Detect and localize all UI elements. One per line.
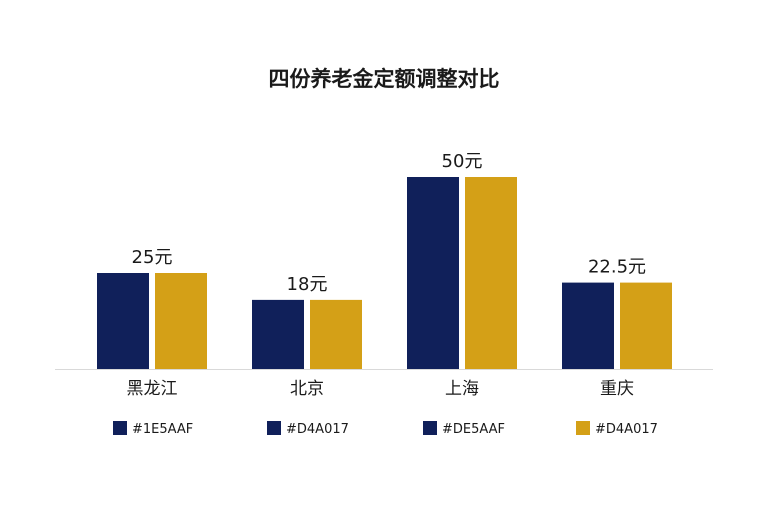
legend-swatch-3 (423, 421, 437, 435)
legend-swatch-1 (113, 421, 127, 435)
legend-label-1: #1E5AAF (132, 422, 193, 437)
data-label-北京: 18元 (287, 274, 328, 295)
category-label-重庆: 重庆 (600, 379, 634, 399)
category-label-上海: 上海 (445, 379, 479, 399)
legend-swatch-4 (576, 421, 590, 435)
legend-swatch-2 (267, 421, 281, 435)
chart-title: 四份养老金定额调整对比 (269, 67, 500, 91)
bar-上海-series-1 (407, 177, 459, 369)
bar-北京-series-1 (252, 299, 304, 369)
legend-label-3: #DE5AAF (442, 422, 505, 437)
bar-黑龙江-series-2 (155, 273, 207, 369)
legend-label-2: #D4A017 (286, 422, 349, 437)
category-label-北京: 北京 (290, 379, 324, 399)
bar-重庆-series-1 (562, 282, 614, 369)
legend: #1E5AAF #D4A017 #DE5AAF #D4A017 (113, 421, 658, 437)
bar-重庆-series-2 (620, 282, 672, 369)
data-label-上海: 50元 (442, 151, 483, 172)
category-labels-group: 黑龙江 北京 上海 重庆 (127, 379, 635, 399)
bars-group (97, 177, 672, 369)
bar-上海-series-2 (465, 177, 517, 369)
category-label-黑龙江: 黑龙江 (127, 379, 178, 399)
bar-黑龙江-series-1 (97, 273, 149, 369)
legend-label-4: #D4A017 (595, 422, 658, 437)
data-labels-group: 25元 18元 50元 22.5元 (132, 151, 646, 295)
bar-北京-series-2 (310, 299, 362, 369)
data-label-黑龙江: 25元 (132, 247, 173, 268)
data-label-重庆: 22.5元 (588, 257, 646, 278)
